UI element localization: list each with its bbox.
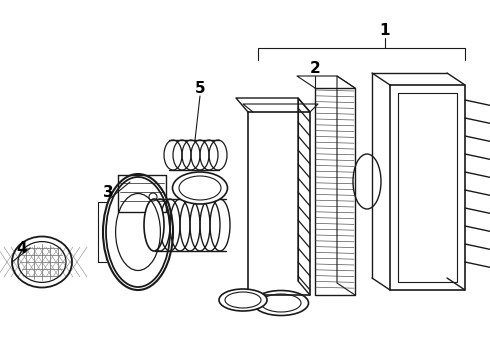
Text: 4: 4 (17, 240, 27, 256)
Text: 1: 1 (380, 23, 390, 37)
Ellipse shape (219, 289, 267, 311)
Text: 5: 5 (195, 81, 205, 95)
Text: 2: 2 (310, 60, 320, 76)
Text: 3: 3 (103, 185, 113, 199)
Ellipse shape (172, 172, 227, 204)
Ellipse shape (144, 199, 164, 251)
